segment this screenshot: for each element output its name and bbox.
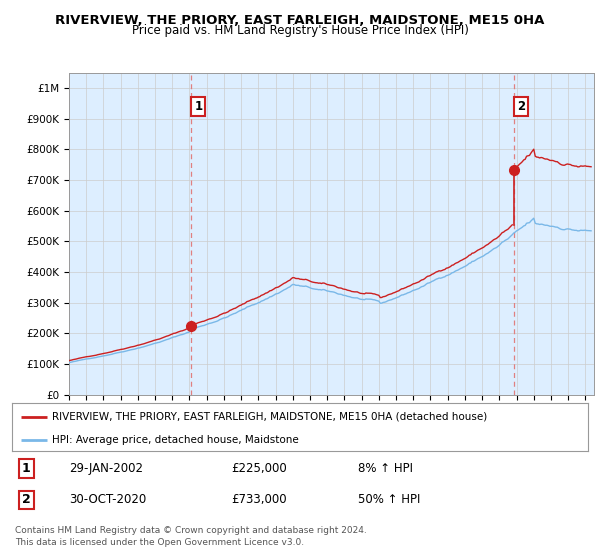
- Text: 1: 1: [22, 462, 31, 475]
- Text: £225,000: £225,000: [231, 462, 287, 475]
- Text: RIVERVIEW, THE PRIORY, EAST FARLEIGH, MAIDSTONE, ME15 0HA (detached house): RIVERVIEW, THE PRIORY, EAST FARLEIGH, MA…: [52, 412, 488, 422]
- Text: £733,000: £733,000: [231, 493, 287, 506]
- Text: 2: 2: [517, 100, 525, 113]
- Text: 1: 1: [194, 100, 202, 113]
- Text: This data is licensed under the Open Government Licence v3.0.: This data is licensed under the Open Gov…: [15, 538, 304, 547]
- Text: HPI: Average price, detached house, Maidstone: HPI: Average price, detached house, Maid…: [52, 435, 299, 445]
- Text: 8% ↑ HPI: 8% ↑ HPI: [358, 462, 413, 475]
- Text: Contains HM Land Registry data © Crown copyright and database right 2024.: Contains HM Land Registry data © Crown c…: [15, 526, 367, 535]
- Text: 30-OCT-2020: 30-OCT-2020: [70, 493, 147, 506]
- Text: Price paid vs. HM Land Registry's House Price Index (HPI): Price paid vs. HM Land Registry's House …: [131, 24, 469, 37]
- Text: RIVERVIEW, THE PRIORY, EAST FARLEIGH, MAIDSTONE, ME15 0HA: RIVERVIEW, THE PRIORY, EAST FARLEIGH, MA…: [55, 14, 545, 27]
- Text: 2: 2: [22, 493, 31, 506]
- Text: 29-JAN-2002: 29-JAN-2002: [70, 462, 143, 475]
- Text: 50% ↑ HPI: 50% ↑ HPI: [358, 493, 420, 506]
